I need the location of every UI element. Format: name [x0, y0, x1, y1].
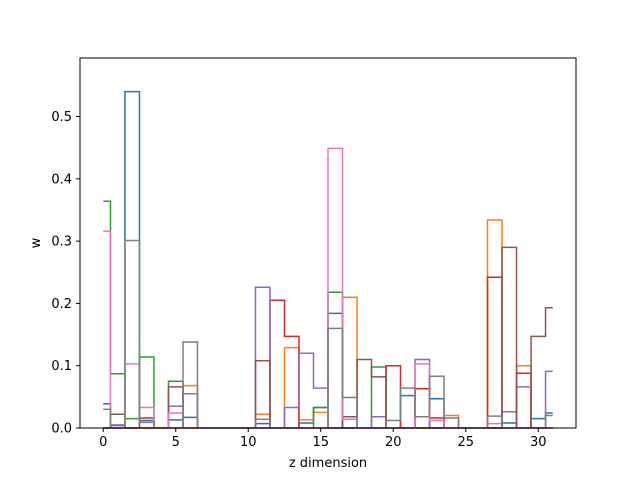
- y-tick-label: 0.0: [51, 422, 72, 437]
- y-tick-label: 0.5: [51, 110, 72, 125]
- x-tick-label: 20: [385, 435, 402, 450]
- y-tick-label: 0.1: [51, 359, 72, 374]
- x-tick-label: 5: [172, 435, 180, 450]
- y-tick-label: 0.4: [51, 172, 72, 187]
- x-axis: 0 5 10 15 20 25 30: [99, 428, 547, 450]
- x-tick-label: 25: [458, 435, 475, 450]
- y-axis-title: w: [29, 237, 44, 248]
- axes-frame: [79, 57, 577, 429]
- x-tick-label: 15: [312, 435, 329, 450]
- x-axis-title: z dimension: [289, 456, 367, 471]
- x-tick-label: 10: [240, 435, 257, 450]
- y-tick-label: 0.3: [51, 235, 72, 250]
- y-axis: 0.0 0.1 0.2 0.3 0.4 0.5: [51, 110, 80, 437]
- y-tick-label: 0.2: [51, 297, 72, 312]
- x-tick-label: 0: [99, 435, 107, 450]
- x-tick-label: 30: [530, 435, 547, 450]
